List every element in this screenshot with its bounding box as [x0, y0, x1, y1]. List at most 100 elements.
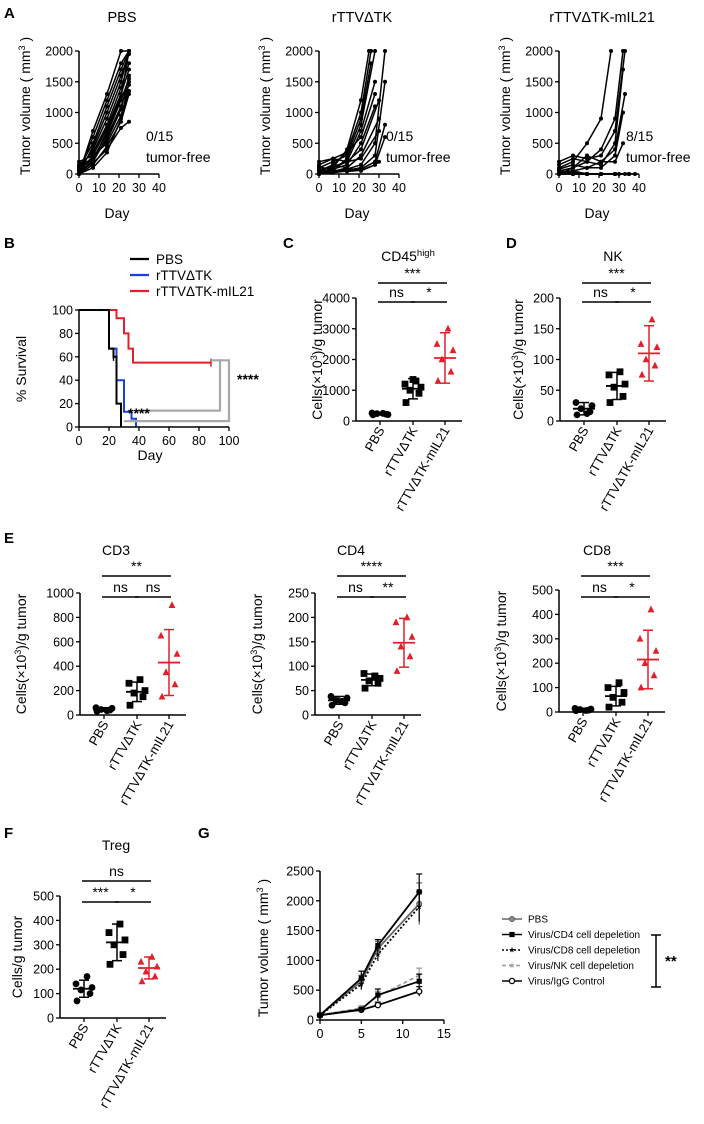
data-point — [359, 98, 363, 103]
y-axis-label: Cells(×103)/g tumor — [13, 593, 29, 714]
x-axis-label: Day — [105, 205, 130, 221]
y-axis-label: Cells/g tumor — [9, 915, 25, 998]
y-tick-label: 0 — [302, 709, 309, 723]
panel-letter-d: D — [506, 235, 517, 252]
data-point — [383, 49, 387, 53]
data-point — [571, 159, 575, 164]
y-tick-label: 800 — [53, 611, 74, 625]
significance-label: ns — [593, 284, 608, 300]
legend-label-1: PBS — [156, 252, 183, 267]
data-point — [621, 141, 625, 146]
legend: PBS Virus/CD4 cell depeletion Virus/CD8 ce… — [502, 915, 640, 988]
data-point — [374, 1001, 382, 1009]
data-point — [105, 92, 109, 97]
data-point — [358, 981, 365, 987]
data-point — [88, 984, 96, 991]
y-axis-label-sup: 3 — [497, 45, 507, 50]
legend-marker — [508, 977, 516, 985]
data-point — [127, 61, 131, 66]
y-axis-label: % Survival — [13, 336, 29, 402]
category-label: PBS — [565, 715, 591, 745]
y-tick-label: 1500 — [285, 75, 313, 89]
y-tick-label: 50 — [540, 384, 554, 398]
data-point — [105, 116, 109, 121]
y-axis-label-end: ) — [255, 879, 271, 888]
chart-title: rTTVΔTK-mIL21 — [549, 10, 655, 26]
data-point — [636, 634, 644, 642]
y-tick-label: 0 — [66, 421, 73, 435]
data-point — [158, 692, 166, 700]
y-axis-label-sup: 3 — [17, 45, 27, 50]
y-axis-label-main: Tumor volume ( mm — [255, 892, 271, 1017]
y-axis-label-sup: 3 — [249, 650, 259, 655]
x-tick-label: 60 — [162, 434, 176, 448]
data-point — [415, 988, 423, 995]
data-point — [374, 951, 381, 958]
x-tick-label: 0 — [317, 1027, 324, 1041]
y-axis-label-end: )/g tumor — [510, 299, 526, 355]
data-point — [393, 667, 401, 674]
data-point — [408, 632, 416, 640]
annotation-tumor-free: tumor-free — [626, 149, 691, 165]
data-point — [139, 693, 147, 701]
y-axis-label: Tumor volume ( mm3 ) — [497, 37, 513, 175]
data-point — [621, 110, 625, 115]
significance-label: ns — [348, 579, 363, 595]
chart-title-sup: high — [417, 248, 435, 259]
y-axis-label-end: ) — [257, 37, 273, 46]
x-tick-label: 30 — [372, 181, 386, 195]
y-tick-label: 1500 — [286, 924, 314, 938]
y-tick-label: 1000 — [286, 954, 314, 968]
panel-letter-a: A — [4, 5, 15, 22]
significance-label: * — [130, 884, 136, 900]
annotation-ratio: 0/15 — [146, 128, 173, 144]
survival-chart: **** **** 0 20 40 60 80 100 0 20 40 60 80 100 Day % Sur… — [13, 252, 259, 463]
data-point — [572, 399, 580, 406]
y-tick-label: 50 — [295, 684, 309, 698]
data-point — [331, 156, 335, 161]
data-point — [110, 941, 118, 949]
x-tick-label: 0 — [76, 434, 83, 448]
data-point — [652, 647, 660, 654]
data-point — [599, 162, 603, 167]
data-point — [358, 1006, 364, 1012]
data-point — [373, 92, 377, 97]
data-point — [91, 165, 95, 170]
y-tick-label: 500 — [532, 584, 553, 598]
data-point — [119, 95, 123, 100]
data-point — [599, 159, 603, 164]
y-tick-label: 100 — [288, 660, 309, 674]
category-label: PBS — [321, 718, 347, 748]
y-axis-label-main: Cells(×10 — [493, 652, 509, 712]
x-tick-label: 40 — [632, 181, 646, 195]
data-point — [573, 411, 581, 419]
x-tick-label: 10 — [572, 181, 586, 195]
data-point — [127, 73, 131, 78]
data-point — [359, 135, 363, 140]
data-point — [620, 689, 628, 696]
data-point — [571, 162, 575, 167]
y-tick-label: 1000 — [285, 106, 313, 120]
data-point — [415, 389, 423, 397]
y-tick-label: 0 — [47, 1012, 54, 1026]
data-point — [121, 936, 129, 944]
legend-marker — [508, 946, 516, 953]
y-tick-label: 0 — [66, 168, 73, 182]
series-line-m4 — [558, 69, 624, 166]
legend-label-3: Virus/CD8 cell depeletion — [528, 946, 640, 957]
y-tick-label: 2000 — [286, 894, 314, 908]
series-line-m6 — [558, 112, 624, 170]
data-point — [373, 162, 377, 167]
data-point — [127, 88, 131, 93]
significance-label: ** — [131, 558, 142, 574]
chart-title-main: CD45 — [381, 248, 417, 264]
data-point — [397, 642, 405, 650]
data-point — [433, 340, 441, 347]
y-tick-label: 40 — [59, 374, 73, 388]
data-point — [599, 153, 603, 158]
y-tick-label: 60 — [59, 350, 73, 364]
significance-label: ns — [146, 579, 161, 595]
series-line-PBS — [319, 903, 420, 1016]
legend-significance: ** — [665, 953, 677, 970]
